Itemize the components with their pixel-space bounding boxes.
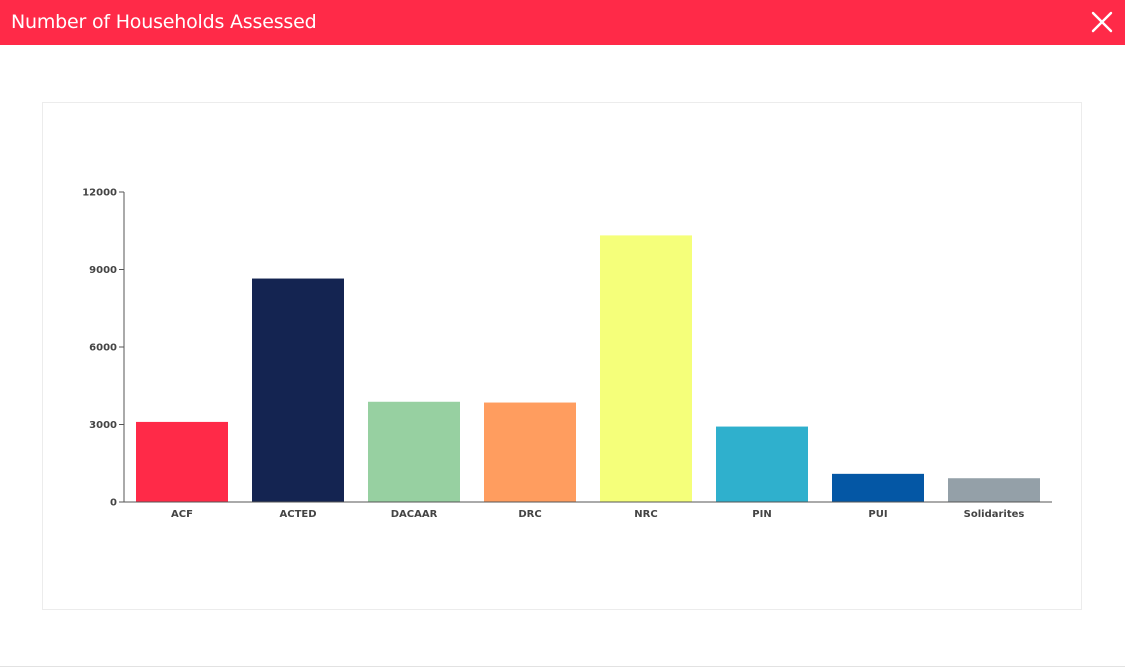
bar-nrc (600, 235, 692, 502)
x-tick-label: ACF (171, 509, 193, 520)
bar-pin (716, 426, 808, 502)
footer-divider (0, 666, 1125, 667)
y-tick-label: 3000 (89, 420, 117, 431)
modal-title: Number of Households Assessed (11, 11, 317, 33)
x-tick-label: NRC (634, 509, 657, 520)
chart-panel: ACF ACTED DACAAR DRC NRC PIN PUI Solidarites 0 30… (42, 102, 1082, 610)
bar-dacaar (368, 401, 460, 502)
bar-acf (136, 421, 228, 502)
y-tick-label: 6000 (89, 343, 117, 354)
x-tick-label: DRC (518, 509, 541, 520)
modal-header: Number of Households Assessed (0, 0, 1125, 45)
x-tick-label: PUI (868, 509, 887, 520)
y-tick-label: 0 (110, 498, 117, 509)
x-tick-label: PIN (752, 509, 771, 520)
bar-solidarites (948, 478, 1040, 502)
y-tick-label: 12000 (82, 188, 117, 199)
close-icon[interactable] (1089, 9, 1115, 35)
x-tick-label: Solidarites (964, 509, 1025, 520)
x-tick-label: DACAAR (391, 509, 438, 520)
y-tick-label: 9000 (89, 265, 117, 276)
x-tick-label: ACTED (279, 509, 316, 520)
bar-pui (832, 473, 924, 502)
bar-acted (252, 278, 344, 502)
bar-chart: ACF ACTED DACAAR DRC NRC PIN PUI Solidarites 0 30… (82, 188, 1052, 520)
bar-drc (484, 402, 576, 502)
